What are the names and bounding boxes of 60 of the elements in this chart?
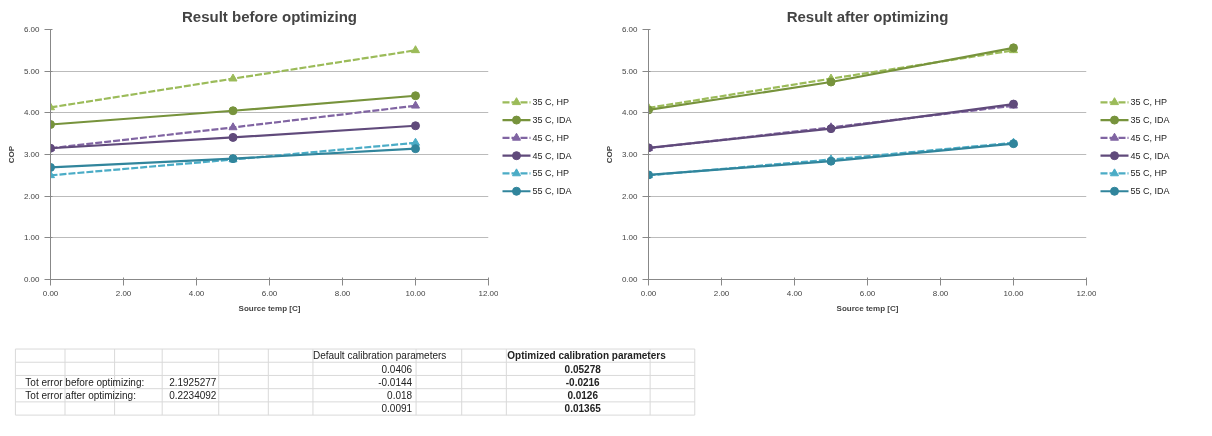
x-axis-title: Source temp [C]: [836, 303, 899, 313]
x-tick-label: 6.00: [859, 288, 876, 298]
x-tick-label: 2.00: [713, 288, 730, 298]
legend-label: 35 C, IDA: [1130, 115, 1170, 126]
y-tick-label: 5.00: [23, 66, 41, 76]
legend-label: 45 C, HP: [1130, 132, 1168, 143]
text: 2.1925277: [169, 377, 217, 389]
text: 0.0406: [381, 363, 413, 375]
y-tick-label: 1.00: [621, 233, 639, 243]
legend-label: 45 C, HP: [532, 132, 570, 143]
legend-label: 35 C, HP: [1130, 97, 1168, 108]
x-tick-label: 4.00: [786, 288, 803, 298]
legend-label: 55 C, HP: [532, 168, 570, 179]
y-tick-label: 6.00: [621, 25, 639, 34]
y-tick-label: 0.00: [621, 275, 639, 284]
text: 0.018: [387, 390, 413, 402]
legend-label: 45 C, IDA: [1130, 150, 1170, 161]
text: 0.0091: [381, 403, 413, 415]
x-tick-label: 10.00: [405, 288, 427, 298]
x-tick-label: 6.00: [261, 288, 278, 298]
y-tick-label: 2.00: [23, 191, 41, 201]
legend-label: 35 C, HP: [532, 97, 570, 108]
legend-label: 45 C, IDA: [532, 150, 572, 161]
text: Tot error before optimizing:: [25, 376, 145, 388]
legend-label: 55 C, IDA: [532, 186, 572, 197]
y-tick-label: 2.00: [621, 191, 639, 201]
text: 0.01365: [564, 403, 602, 415]
text: -0.0144: [378, 377, 413, 389]
text: Default calibration parameters: [312, 350, 447, 362]
x-tick-label: 10.00: [1003, 288, 1025, 298]
y-tick-label: 5.00: [621, 66, 639, 76]
legend-label: 55 C, IDA: [1130, 186, 1170, 197]
chart-title: Result before optimizing: [182, 7, 358, 25]
x-tick-label: 12.00: [1076, 288, 1098, 298]
y-axis-title: COP: [6, 145, 16, 164]
x-tick-label: 8.00: [932, 288, 949, 298]
x-tick-label: 0.00: [42, 288, 59, 298]
text: 0.2234092: [169, 390, 217, 402]
x-tick-label: 12.00: [478, 288, 500, 298]
y-tick-label: 0.00: [23, 275, 41, 284]
y-tick-label: 1.00: [23, 233, 41, 243]
x-tick-label: 8.00: [334, 288, 351, 298]
legend-label: 35 C, IDA: [532, 115, 572, 126]
x-tick-label: 4.00: [188, 288, 205, 298]
chart-title: Result after optimizing: [786, 7, 949, 25]
legend-label: 55 C, HP: [1130, 168, 1168, 179]
text: 0.05278: [564, 363, 602, 375]
x-tick-label: 0.00: [640, 288, 657, 298]
text: -0.0216: [565, 377, 601, 389]
text: 0.0126: [567, 390, 599, 402]
y-tick-label: 3.00: [23, 150, 41, 159]
y-tick-label: 4.00: [23, 108, 41, 118]
y-tick-label: 4.00: [621, 108, 639, 118]
text: Tot error after optimizing:: [25, 389, 136, 401]
x-tick-label: 2.00: [115, 288, 132, 298]
text: Optimized calibration parameters: [507, 350, 667, 362]
y-tick-label: 6.00: [23, 25, 41, 34]
y-axis-title: COP: [604, 145, 614, 164]
y-tick-label: 3.00: [621, 150, 639, 159]
x-axis-title: Source temp [C]: [238, 303, 301, 313]
